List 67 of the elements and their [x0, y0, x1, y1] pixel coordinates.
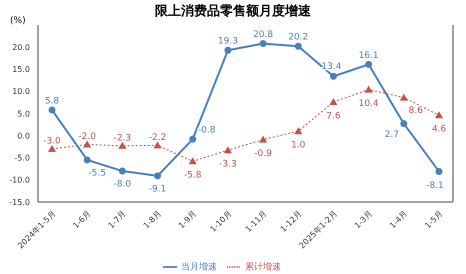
point	[365, 60, 372, 68]
data-label: -2.0	[78, 132, 96, 142]
y-tick-label: -10.0	[9, 176, 30, 185]
point	[83, 140, 92, 148]
data-label: 13.4	[321, 62, 342, 72]
point	[118, 168, 126, 175]
data-label: -2.3	[114, 133, 132, 144]
point	[400, 120, 408, 128]
y-tick-label: 20.0	[12, 42, 30, 52]
point	[330, 72, 337, 80]
data-label: 8.6	[408, 106, 424, 116]
point	[224, 46, 232, 54]
point	[260, 40, 267, 48]
data-label: 20.2	[288, 32, 308, 43]
data-label: -3.3	[219, 160, 237, 170]
data-label: 4.6	[432, 124, 446, 135]
legend-label: 累计增速	[245, 262, 281, 272]
point	[294, 42, 302, 50]
point	[364, 86, 373, 93]
data-label: 16.1	[358, 50, 379, 61]
point	[436, 168, 442, 175]
data-label: -0.8	[198, 126, 216, 136]
x-tick-label: 1-4月	[388, 209, 410, 230]
point	[188, 157, 197, 164]
point	[294, 127, 302, 134]
point	[189, 136, 196, 143]
x-tick-label: 1-9月	[176, 209, 198, 230]
data-label: -8.1	[426, 180, 444, 191]
y-tick-label: 0.0	[17, 131, 30, 140]
data-label: 10.4	[358, 99, 379, 110]
y-tick-label: 5.0	[17, 109, 30, 118]
y-tick-label: -15.0	[9, 198, 30, 207]
data-label: 20.8	[253, 30, 274, 40]
y-tick-label: 15.0	[12, 65, 30, 74]
point	[48, 144, 56, 152]
x-tick-label: 1-3月	[352, 209, 374, 230]
point	[118, 142, 126, 149]
y-tick-label: -5.0	[14, 154, 30, 163]
data-label: 2.7	[384, 130, 399, 140]
data-label: -5.8	[184, 170, 202, 181]
data-label: -3.0	[43, 136, 62, 146]
point	[84, 156, 91, 164]
point	[400, 94, 408, 101]
point	[329, 98, 338, 105]
chart-title: 限上消费品零售额月度增速	[155, 4, 311, 19]
data-label: 5.8	[44, 96, 60, 106]
y-tick-label: 10.0	[12, 87, 30, 96]
y-axis-title: (%)	[10, 16, 26, 26]
point	[224, 146, 232, 154]
x-tick-label: 1-8月	[142, 209, 163, 230]
point	[154, 172, 162, 180]
data-label: -9.1	[148, 184, 166, 194]
point	[259, 136, 268, 143]
point	[435, 111, 443, 118]
x-tick-label: 1-7月	[106, 209, 128, 230]
data-label: -2.2	[148, 132, 166, 143]
data-label: -0.9	[254, 149, 272, 160]
data-label: 1.0	[291, 140, 306, 151]
x-tick-label: 1-5月	[423, 209, 444, 230]
x-tick-label: 1-6月	[71, 209, 93, 230]
data-label: -8.0	[114, 179, 132, 190]
data-label: 7.6	[326, 111, 341, 122]
legend-label: 当月增速	[181, 262, 217, 272]
data-label: 19.3	[218, 36, 238, 47]
data-label: -5.5	[88, 168, 106, 178]
point	[48, 106, 56, 114]
point	[154, 141, 162, 148]
